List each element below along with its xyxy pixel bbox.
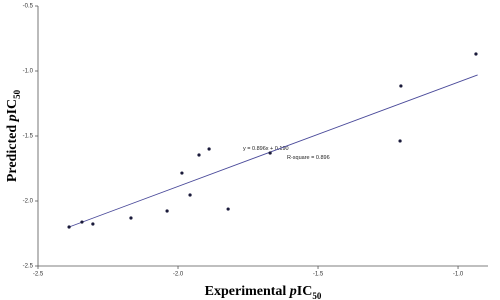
x-axis-title-part: Experimental [205, 284, 290, 299]
y-axis-title: Predicted pIC50 [5, 89, 22, 182]
x-tick-label: -1.5 [313, 272, 324, 278]
point [226, 207, 230, 211]
y-axis-title-part: IC [5, 99, 20, 115]
y-tick-label: -2.5 [23, 264, 34, 270]
point [180, 171, 184, 175]
point [207, 147, 211, 151]
y-tick-label: -1.5 [23, 134, 34, 140]
y-tick-label: -2.0 [23, 199, 34, 205]
fit-line [68, 74, 478, 228]
point [165, 209, 169, 213]
equation: y = 0.896x + 0.190 [243, 146, 289, 152]
point [474, 52, 478, 56]
y-tick-label: -1.0 [23, 69, 34, 75]
point [91, 222, 95, 226]
point [398, 139, 402, 143]
r-square: R-square = 0.896 [287, 155, 330, 161]
y-axis-title-part: Predicted [5, 121, 20, 182]
x-axis-title: Experimental pIC50 [205, 284, 322, 300]
x-tick-label: -2.5 [33, 272, 44, 278]
x-axis-title-part: IC [297, 284, 313, 299]
x-axis-title-part: p [289, 284, 297, 299]
point [80, 220, 84, 224]
point [268, 151, 272, 155]
point [67, 225, 71, 229]
y-axis-title-part: 50 [12, 89, 22, 99]
point [399, 84, 403, 88]
point [188, 193, 192, 197]
point [129, 216, 133, 220]
y-axis-title-part: p [5, 114, 20, 122]
x-tick-label: -2.0 [173, 272, 184, 278]
x-tick-label: -1.0 [453, 272, 464, 278]
point [197, 153, 201, 157]
y-tick-label: -0.5 [23, 4, 34, 10]
x-axis-title-part: 50 [312, 291, 322, 300]
